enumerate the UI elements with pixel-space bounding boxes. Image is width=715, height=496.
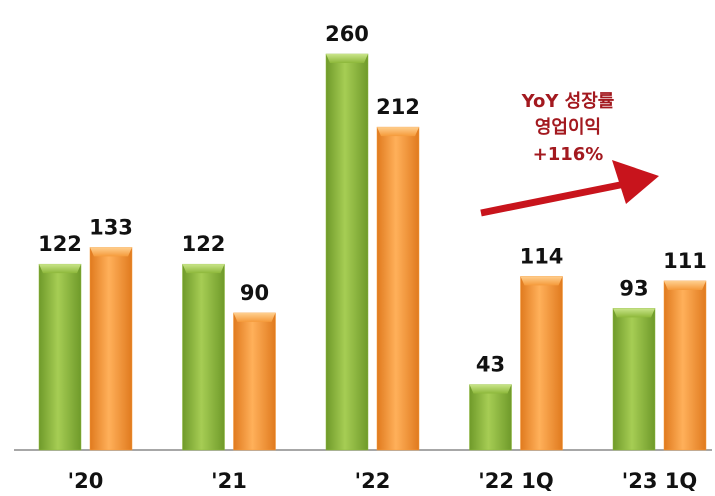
value-labels-group: 122 133 122 90 260 212 43 114 93 111 — [38, 22, 707, 377]
category-labels-group: '20 '21 '22 '22 1Q '23 1Q — [68, 469, 698, 493]
annotation-line-3: +116% — [533, 144, 604, 165]
bar-series1-1 — [182, 263, 225, 451]
category-label-4: '23 1Q — [622, 469, 697, 493]
bar-cap-series2-1 — [233, 312, 276, 322]
bar-series1-4 — [612, 308, 656, 451]
bar-series2-2 — [376, 126, 420, 451]
bar-cap-series2-3 — [520, 276, 563, 286]
bar-series1-2 — [325, 53, 369, 451]
value-label-series2-2: 212 — [376, 95, 420, 119]
bar-series2-3 — [520, 276, 563, 451]
bar-cap-series2-4 — [664, 280, 706, 290]
category-label-1: '21 — [211, 469, 247, 493]
bar-cap-series1-4 — [613, 308, 655, 318]
value-label-series1-1: 122 — [182, 232, 226, 256]
value-label-series2-4: 111 — [663, 249, 707, 273]
bar-series2-4 — [663, 280, 707, 451]
bar-cap-series1-3 — [469, 384, 512, 394]
bar-cap-series1-0 — [39, 264, 81, 274]
value-label-series1-4: 93 — [619, 276, 648, 300]
bar-series2-1 — [233, 312, 276, 451]
bars-group — [38, 53, 707, 451]
category-label-2: '22 — [355, 469, 391, 493]
annotation-line-1: YoY 성장률 — [521, 91, 615, 112]
value-label-series1-3: 43 — [476, 353, 505, 377]
bar-series2-0 — [89, 247, 133, 451]
bar-cap-series2-0 — [90, 247, 132, 257]
bar-series1-3 — [469, 384, 512, 451]
value-label-series1-2: 260 — [325, 22, 369, 46]
growth-arrow-head — [612, 160, 659, 204]
growth-arrow-shaft — [480, 180, 626, 217]
yoy-annotation: YoY 성장률 영업이익 +116% — [480, 91, 659, 217]
bar-cap-series2-2 — [377, 127, 419, 137]
category-label-3: '22 1Q — [478, 469, 553, 493]
bar-cap-series1-1 — [182, 264, 225, 274]
value-label-series1-0: 122 — [38, 232, 82, 256]
annotation-line-2: 영업이익 — [535, 117, 601, 138]
bar-series1-0 — [38, 263, 82, 451]
value-label-series2-3: 114 — [520, 244, 564, 268]
value-label-series2-1: 90 — [240, 281, 269, 305]
value-label-series2-0: 133 — [89, 215, 133, 239]
bar-cap-series1-2 — [326, 54, 368, 63]
category-label-0: '20 — [68, 469, 104, 493]
